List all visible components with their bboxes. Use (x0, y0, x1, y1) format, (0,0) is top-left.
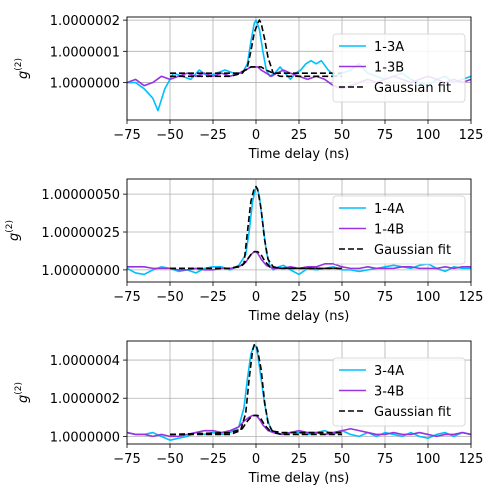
series-group (127, 185, 471, 276)
legend-label: 1-3A (374, 40, 404, 55)
x-tick-label: −50 (156, 452, 183, 467)
legend-label: Gaussian fit (374, 81, 451, 96)
x-tick-label: 50 (334, 452, 351, 467)
chart-panel-1: −75 −50 −25 0 25 50 75 100 125 1.0000000 1.0000001… (14, 14, 483, 162)
x-tick-label: 125 (459, 128, 484, 143)
x-tick-label: −75 (113, 290, 140, 305)
series-line-gaussian-fit (170, 66, 342, 74)
y-tick-label: 1.00000000 (41, 264, 120, 279)
x-tick-label: 0 (252, 128, 260, 143)
legend-label: 3-4B (374, 385, 404, 400)
x-tick-label: −50 (156, 128, 183, 143)
legend: 3-4A 3-4B Gaussian fit (332, 357, 466, 427)
series-line-gaussian-fit (170, 250, 342, 270)
legend-box (332, 33, 466, 103)
series-group (127, 344, 471, 441)
x-tick-label: 100 (416, 128, 441, 143)
x-tick-label: 50 (334, 290, 351, 305)
axes-frame (126, 16, 472, 121)
legend-label: 1-3B (374, 61, 404, 76)
y-tick-label: 1.00000025 (41, 226, 120, 241)
legend-box (332, 357, 466, 427)
x-axis-label: Time delay (ns) (248, 309, 350, 324)
x-tick-label: 50 (334, 128, 351, 143)
legend-label: 1-4B (374, 223, 404, 238)
y-tick-label: 1.00000050 (41, 188, 120, 203)
series-line-gaussian-fit (169, 414, 342, 436)
chart-panel-2: −75 −50 −25 0 25 50 75 100 125 1.00000000 1.000000… (5, 178, 484, 324)
y-tick-label: 1.0000002 (50, 392, 120, 407)
legend-label: 3-4A (374, 364, 404, 379)
y-tick-label: 1.0000000 (50, 430, 120, 445)
x-tick-label: 25 (291, 128, 308, 143)
x-tick-label: −25 (199, 452, 226, 467)
x-tick-label: −75 (113, 452, 140, 467)
series-line-gaussian-fit (170, 19, 342, 78)
x-tick-label: 125 (459, 452, 484, 467)
series-line-gaussian-fit (170, 344, 342, 436)
y-tick-label: 1.0000004 (50, 354, 120, 369)
x-tick-label: 25 (291, 290, 308, 305)
y-tick-label: 1.0000002 (50, 14, 120, 29)
x-tick-label: −75 (113, 128, 140, 143)
x-tick-label: −50 (156, 290, 183, 305)
axes-frame (126, 178, 472, 283)
x-axis-label: Time delay (ns) (248, 471, 350, 486)
x-tick-label: 0 (252, 290, 260, 305)
axes-frame (126, 340, 472, 445)
legend: 1-3A 1-3B Gaussian fit (332, 33, 466, 103)
x-tick-label: −25 (199, 290, 226, 305)
y-axis-label: g(2) (14, 382, 31, 403)
legend: 1-4A 1-4B Gaussian fit (332, 195, 466, 265)
y-axis-label: g(2) (5, 220, 22, 241)
x-tick-label: −25 (199, 128, 226, 143)
x-tick-label: 0 (252, 452, 260, 467)
x-tick-label: 75 (377, 290, 394, 305)
y-tick-label: 1.0000000 (50, 77, 120, 92)
legend-label: Gaussian fit (374, 243, 451, 258)
x-tick-label: 100 (416, 290, 441, 305)
chart-panel-3: −75 −50 −25 0 25 50 75 100 125 1.0000000 1.0000002… (14, 340, 484, 486)
legend-label: 1-4A (374, 202, 404, 217)
y-axis-label: g(2) (14, 58, 31, 79)
x-axis-label: Time delay (ns) (248, 147, 350, 162)
x-tick-label: 125 (459, 290, 484, 305)
x-tick-label: 75 (377, 128, 394, 143)
series-line-gaussian-fit (170, 185, 342, 270)
legend-label: Gaussian fit (374, 405, 451, 420)
y-tick-label: 1.0000001 (50, 45, 120, 60)
x-tick-label: 25 (291, 452, 308, 467)
x-tick-label: 100 (416, 452, 441, 467)
x-tick-label: 75 (377, 452, 394, 467)
legend-box (332, 195, 466, 265)
